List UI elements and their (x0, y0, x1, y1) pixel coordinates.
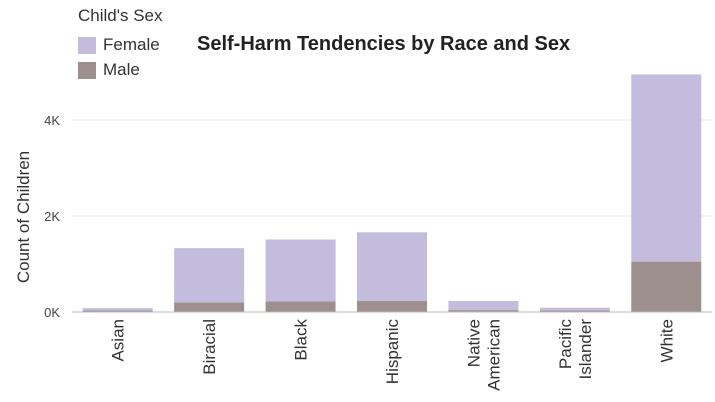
y-axis-label: Count of Children (14, 151, 33, 283)
bar-female-biracial[interactable] (174, 248, 245, 303)
x-tick-label-pacific-islander: PacificIslander (556, 319, 595, 380)
legend-item-female[interactable]: Female (78, 35, 160, 55)
legend-swatch-male (78, 61, 96, 79)
bar-male-asian[interactable] (82, 310, 153, 312)
x-tick-label-asian: Asian (109, 319, 128, 362)
y-tick-label: 4K (44, 113, 60, 128)
bar-female-pacific-islander[interactable] (539, 307, 610, 311)
bar-male-white[interactable] (631, 261, 702, 312)
legend-title: Child's Sex (78, 6, 163, 25)
x-tick-label-biracial: Biracial (200, 319, 219, 375)
bar-female-asian[interactable] (82, 308, 153, 311)
bar-male-native-american[interactable] (448, 310, 519, 312)
chart-title: Self-Harm Tendencies by Race and Sex (197, 33, 571, 55)
legend-swatch-female (78, 36, 96, 54)
bar-female-hispanic[interactable] (357, 232, 427, 301)
legend-item-male[interactable]: Male (78, 60, 140, 80)
bar-male-hispanic[interactable] (357, 300, 427, 312)
y-tick-label: 2K (44, 209, 60, 224)
x-tick-label-white: White (657, 319, 676, 362)
legend-label-female: Female (103, 35, 160, 54)
bar-female-white[interactable] (631, 74, 702, 262)
x-tick-label-native-american: NativeAmerican (464, 319, 503, 391)
bar-male-pacific-islander[interactable] (539, 310, 610, 312)
bar-male-black[interactable] (265, 301, 336, 312)
x-tick-label-black: Black (292, 319, 311, 361)
bar-female-black[interactable] (265, 239, 336, 302)
bar-female-native-american[interactable] (448, 300, 519, 311)
bar-male-biracial[interactable] (174, 302, 245, 312)
legend-label-male: Male (103, 60, 140, 79)
y-tick-label: 0K (44, 305, 60, 320)
x-tick-label-hispanic: Hispanic (383, 319, 402, 385)
